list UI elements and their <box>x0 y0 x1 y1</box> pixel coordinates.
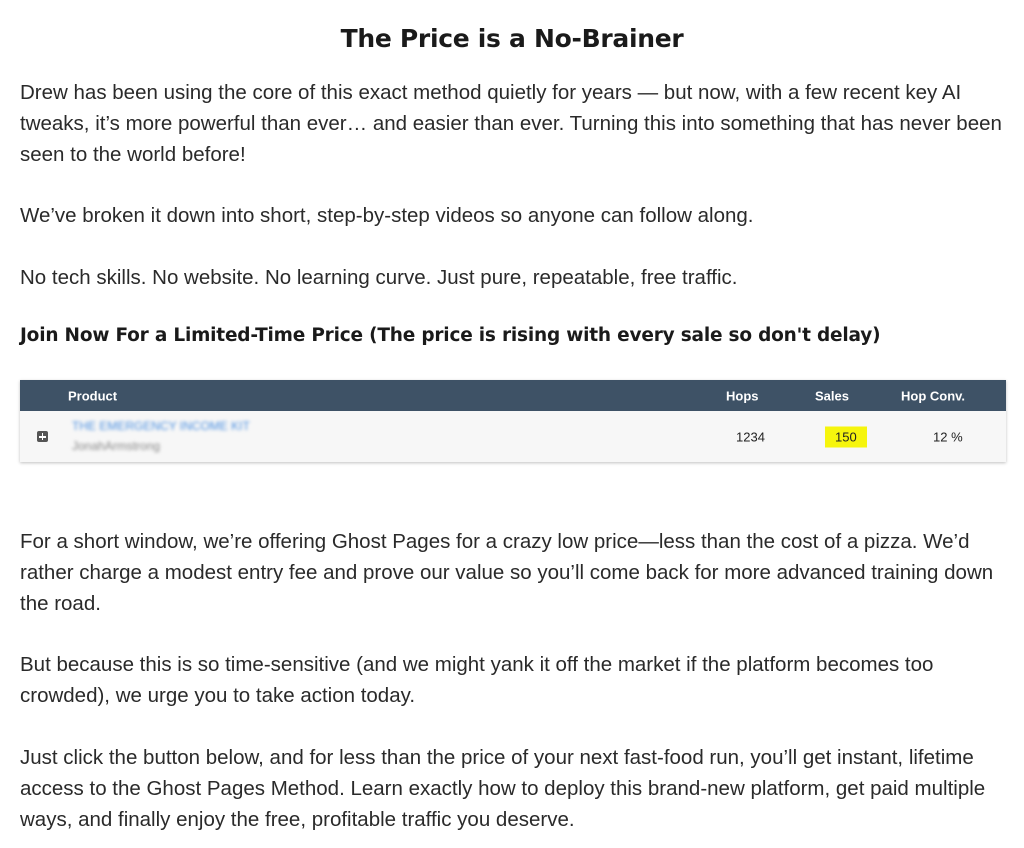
paragraph: But because this is so time-sensitive (a… <box>20 653 934 707</box>
paragraph: Drew has been using the core of this exa… <box>20 81 1002 166</box>
paragraph: Just click the button below, and for les… <box>20 746 986 831</box>
product-table: Product Hops Sales Hop Conv. THE EMERGEN… <box>20 380 1006 462</box>
expand-button[interactable] <box>37 431 48 442</box>
table-header: Product Hops Sales Hop Conv. <box>20 380 1006 411</box>
hops-cell: 1234 <box>736 429 765 444</box>
header-cell: Hop Conv. <box>901 388 966 403</box>
vendor-name: JonahArmstrong <box>72 439 161 453</box>
paragraph: For a short window, we’re offering Ghost… <box>20 530 994 615</box>
sales-cell: 150 <box>825 426 867 447</box>
paragraph: We’ve broken it down into short, step-by… <box>20 204 754 227</box>
product-link[interactable]: THE EMERGENCY INCOME KIT <box>72 419 250 433</box>
header-cell: Hops <box>726 388 759 403</box>
paragraph: No tech skills. No website. No learning … <box>20 266 738 289</box>
subheading: Join Now For a Limited-Time Price (The p… <box>20 325 881 346</box>
table-row: THE EMERGENCY INCOME KIT JonahArmstrong … <box>20 411 1006 462</box>
hop-conv-cell: 12 % <box>933 429 963 444</box>
header-cell: Sales <box>815 388 849 403</box>
header-cell: Product <box>68 388 118 403</box>
heading: The Price is a No-Brainer <box>340 24 684 53</box>
